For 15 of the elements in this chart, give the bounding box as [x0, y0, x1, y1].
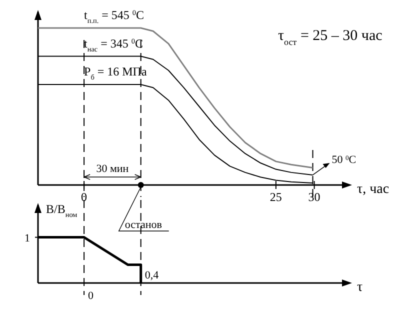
data-label: 0,4 [144, 270, 160, 282]
x-axis-title: τ [357, 280, 363, 295]
x-tick-label: 0 [81, 190, 88, 204]
series-label: t$_{п.п.}$ = 545 $^{0}$C [84, 8, 144, 25]
x-axis-title: τ, час [357, 182, 390, 197]
series-label: P$_{б}$ = 16 МПа [84, 64, 148, 82]
annotation: 30 мин [96, 163, 129, 175]
x-tick-label: 30 [308, 190, 320, 204]
text: 0 [88, 290, 94, 302]
data-label: 1 [24, 232, 30, 244]
y-axis-title: B/B$_{ном}$ [46, 202, 78, 219]
x-tick-label: 25 [270, 190, 282, 204]
annotation: 50 $^{0}$C [332, 154, 356, 166]
annotation: останов [124, 219, 162, 231]
annotation: τ$_{ост}$ = 25 – 30 час [278, 28, 383, 47]
